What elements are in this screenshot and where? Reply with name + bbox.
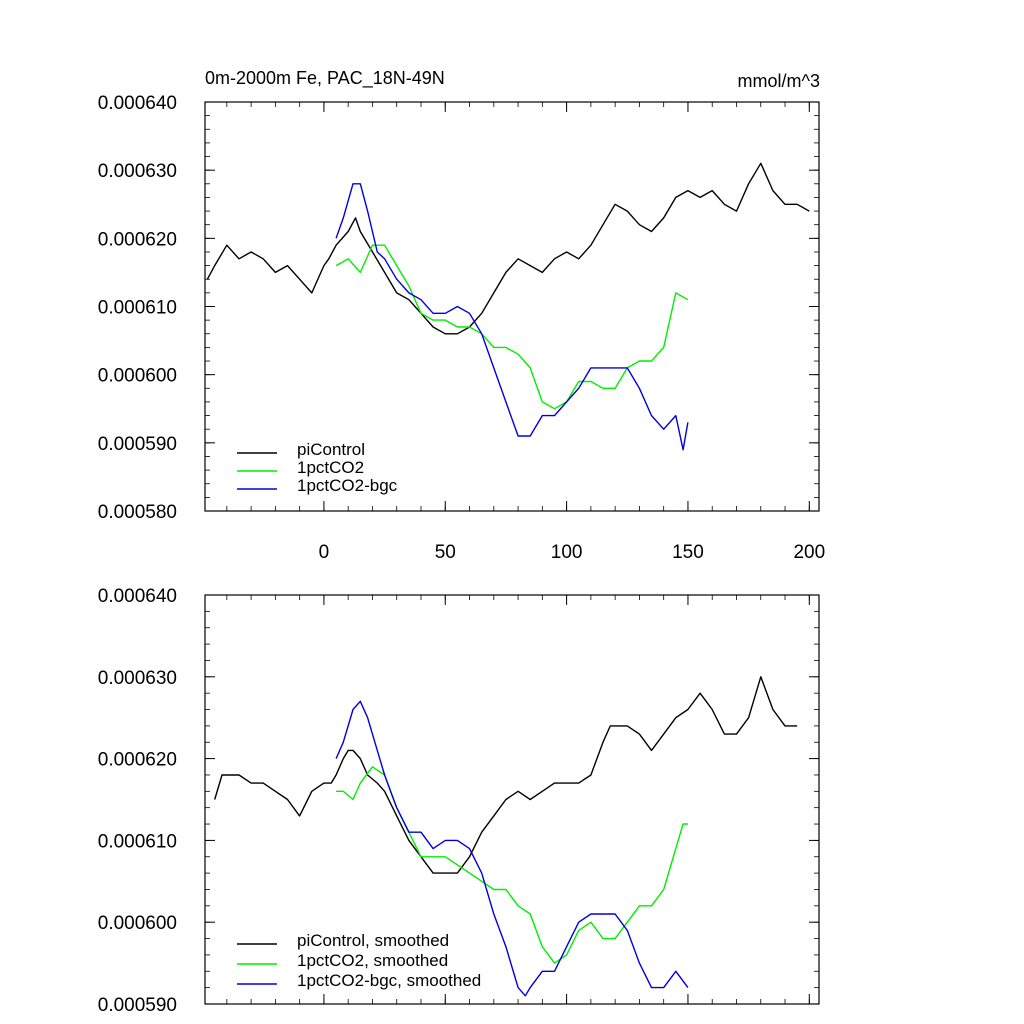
legend-label: 1pctCO2 [297, 458, 364, 477]
y-tick-label: 0.000580 [98, 502, 177, 523]
y-tick-label: 0.000620 [98, 229, 177, 250]
y-tick-label: 0.000620 [98, 750, 177, 771]
series-line-picontrol [206, 162, 810, 335]
x-tick-label: 0 [319, 542, 330, 563]
x-tick-label: 200 [793, 542, 825, 563]
y-tick-label: 0.000630 [98, 668, 177, 689]
series-line-1pctco2 [335, 244, 689, 410]
legend-label: piControl [297, 440, 365, 459]
y-tick-label: 0.000600 [98, 913, 177, 934]
series-line-1pctco2-bgc [335, 183, 689, 451]
series-line-1pctco2-bgc-smoothed [335, 700, 689, 997]
series-line-picontrol-smoothed [214, 676, 798, 874]
bottom-plot: 0.000590 0.000600 0.000610 0.000620 0.000630… [98, 586, 820, 1016]
legend-label: 1pctCO2-bgc [297, 476, 398, 495]
y-tick-label: 0.000590 [98, 434, 177, 455]
x-tick-label: 100 [551, 542, 583, 563]
y-tick-label: 0.000640 [98, 93, 177, 114]
x-tick-label: 50 [435, 542, 456, 563]
y-tick-label: 0.000590 [98, 995, 177, 1016]
legend-label: 1pctCO2, smoothed [297, 951, 448, 970]
y-tick-label: 0.000600 [98, 366, 177, 387]
figure-units: mmol/m^3 [738, 71, 820, 91]
y-tick-label: 0.000610 [98, 831, 177, 852]
y-tick-label: 0.000610 [98, 298, 177, 319]
y-tick-label: 0.000640 [98, 586, 177, 607]
legend-label: piControl, smoothed [297, 931, 449, 950]
y-tick-label: 0.000630 [98, 161, 177, 182]
plot-frame [204, 594, 820, 1005]
x-tick-label: 150 [672, 542, 704, 563]
legend-label: 1pctCO2-bgc, smoothed [297, 971, 481, 990]
top-plot: 0.000580 0.000590 0.000600 0.000610 0.000620… [98, 93, 825, 563]
figure-title: 0m-2000m Fe, PAC_18N-49N [205, 68, 445, 89]
